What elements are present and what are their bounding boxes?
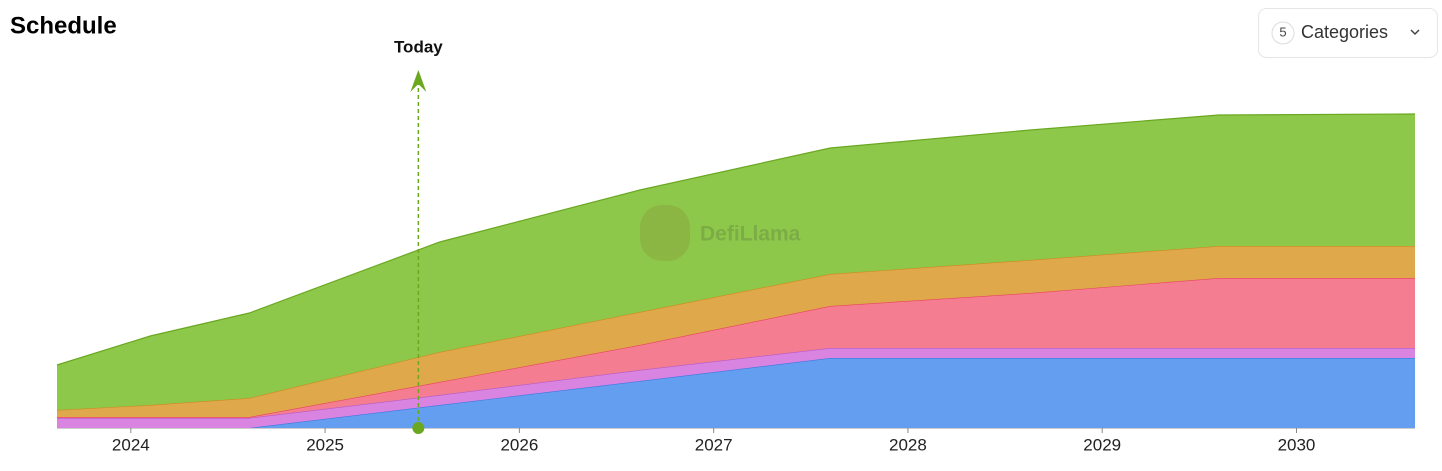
watermark-text: DefiLlama <box>700 223 801 246</box>
today-label: Today <box>394 37 443 56</box>
chevron <box>1410 29 1420 36</box>
area-edge <box>56 113 1416 366</box>
area <box>57 348 1415 428</box>
area <box>57 114 1415 410</box>
x-tick-label: 2028 <box>889 435 927 454</box>
categories-button[interactable]: 5 Categories <box>1258 8 1438 58</box>
watermark: DefiLlama <box>640 205 801 261</box>
today-dot <box>412 422 425 434</box>
button-label: Categories <box>1301 22 1388 42</box>
x-tick-label: 2024 <box>112 435 150 454</box>
count-badge <box>1271 21 1295 45</box>
button-frame[interactable] <box>1258 8 1438 58</box>
x-tick-label: 2025 <box>306 435 344 454</box>
watermark-logo <box>640 205 690 261</box>
x-tick-label: 2027 <box>695 435 733 454</box>
x-tick-label: 2026 <box>500 435 538 454</box>
area <box>57 246 1415 417</box>
x-tick-label: 2030 <box>1278 435 1316 454</box>
chart-title: Schedule <box>10 12 117 39</box>
today-arrow <box>410 70 427 92</box>
x-tick-label: 2029 <box>1083 435 1121 454</box>
button-count: 5 <box>1279 24 1286 39</box>
area <box>57 278 1415 418</box>
